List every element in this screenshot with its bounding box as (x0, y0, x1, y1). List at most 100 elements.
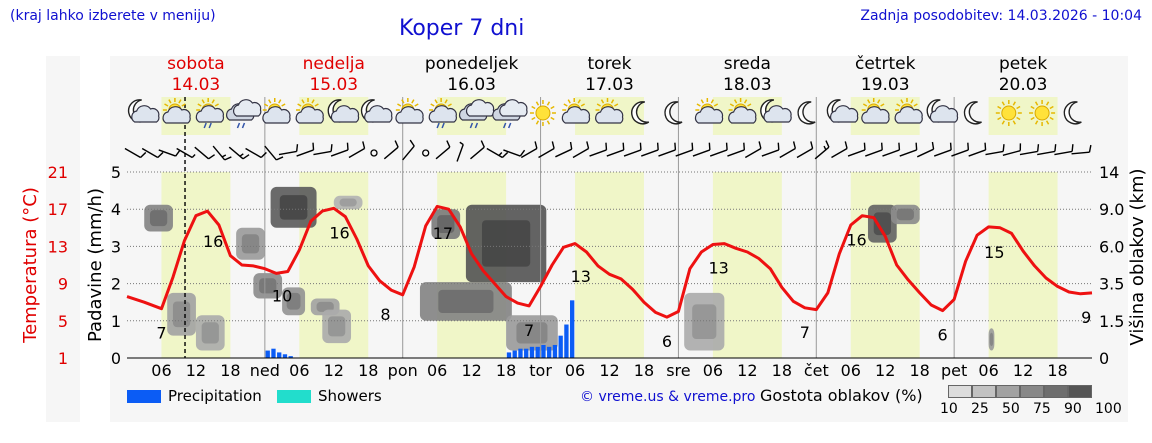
day-name: nedelja (303, 54, 365, 74)
wind-feather (551, 141, 555, 149)
wind-barb (176, 147, 196, 159)
sun-ray (314, 103, 319, 107)
sun-ray (880, 103, 885, 107)
cloud-icon (364, 105, 393, 123)
x-hour-label: 06 (565, 361, 585, 380)
sun-cloud-icon (861, 98, 890, 124)
cloud-rain-icon (492, 99, 528, 129)
wind-feather (409, 139, 415, 147)
cloud-icon (295, 106, 324, 124)
sun-icon (529, 100, 556, 126)
wind-shaft (228, 146, 244, 160)
wind-feather (501, 151, 509, 159)
wind-barb (985, 144, 1005, 156)
sun-ray (414, 103, 419, 107)
day-name: sreda (724, 54, 771, 74)
sun-ray (1016, 105, 1021, 110)
cloud-icon (162, 106, 191, 124)
wind-barb (727, 142, 746, 157)
sun-cloud-icon (728, 98, 757, 124)
sun-ray (1034, 101, 1039, 106)
wind-shaft (951, 149, 969, 157)
cloud-blob-core (896, 208, 914, 221)
wind-barb (503, 149, 526, 157)
sun-ray (201, 99, 205, 104)
wind-feather (777, 142, 780, 150)
day-date: 19.03 (861, 75, 910, 95)
wind-half-feather (191, 154, 196, 158)
wind-barb (744, 141, 762, 159)
sun-cloud-icon (262, 98, 291, 124)
wind-feather (915, 142, 918, 150)
sun-ray (263, 103, 269, 107)
sun-ray (1001, 120, 1005, 125)
wind-feather (708, 142, 711, 150)
wind-barb (709, 142, 728, 157)
sun-icon (995, 100, 1022, 126)
wind-shaft (264, 145, 277, 161)
cloud-blob-core (516, 322, 548, 344)
rain-drop (507, 122, 512, 129)
wind-barb (296, 142, 315, 157)
legend-precipitation-label: Precipitation (168, 387, 262, 405)
x-hour-label: 18 (909, 361, 929, 380)
wind-shaft (623, 149, 642, 157)
temperature-label: 6 (938, 326, 948, 345)
cloud-blob-core (241, 234, 260, 254)
wind-feather (208, 154, 215, 160)
wind-feather (1071, 144, 1074, 152)
wind-feather (480, 140, 485, 148)
wind-feather (622, 142, 625, 150)
cloud-icon (499, 99, 528, 117)
credit-link[interactable]: © vreme.us & vreme.pro (580, 389, 756, 405)
precipitation-swatch (127, 389, 161, 403)
sun-ray (867, 99, 871, 104)
rain-drop (208, 122, 212, 129)
wind-shaft (296, 149, 314, 157)
wind-shaft (814, 146, 830, 160)
wind-barb (383, 140, 399, 160)
cloud-blob-core (279, 195, 308, 220)
wind-shaft (158, 149, 176, 157)
x-day-label: čet (804, 361, 829, 380)
wind-shaft (589, 149, 607, 157)
wind-feather (140, 151, 147, 159)
wind-shaft (675, 149, 693, 157)
legend-precipitation: Precipitation (127, 387, 262, 405)
sun-icon (1029, 100, 1056, 126)
moon-icon (963, 101, 982, 125)
sun-ray (178, 99, 182, 104)
sun-ray (546, 101, 551, 106)
rain-drop (203, 122, 207, 129)
wind-feather (656, 142, 659, 150)
wind-shaft (779, 147, 796, 159)
location-hint[interactable]: (kraj lahko izberete v meniju) (10, 8, 216, 24)
sun-ray (614, 103, 619, 107)
daylight-band (988, 172, 1058, 358)
wind-feather (898, 142, 901, 150)
moon-icon (797, 101, 816, 125)
temperature-label: 16 (329, 224, 349, 243)
wind-shaft (1054, 150, 1073, 156)
cloud-density-title: Gostota oblakov (%) (760, 386, 923, 405)
precipitation-bar (288, 356, 293, 358)
temperature-label: 6 (662, 332, 672, 351)
wind-barb (623, 142, 642, 157)
wind-shaft (899, 149, 917, 157)
precipitation-bar (552, 344, 558, 358)
wind-feather (880, 142, 883, 150)
wind-calm (370, 149, 378, 157)
wind-barb (194, 146, 215, 160)
wind-feather (242, 154, 250, 160)
rain-drop (436, 122, 440, 129)
wind-shaft (572, 147, 589, 159)
density-label: 10 (940, 401, 958, 417)
wind-shaft (538, 147, 555, 159)
sun-ray (910, 99, 914, 104)
precipitation-bar (547, 346, 552, 358)
sun-cloud-icon (595, 98, 624, 124)
sun-icon (535, 105, 551, 121)
wind-barb (658, 142, 677, 157)
precipitation-bar (564, 324, 569, 358)
